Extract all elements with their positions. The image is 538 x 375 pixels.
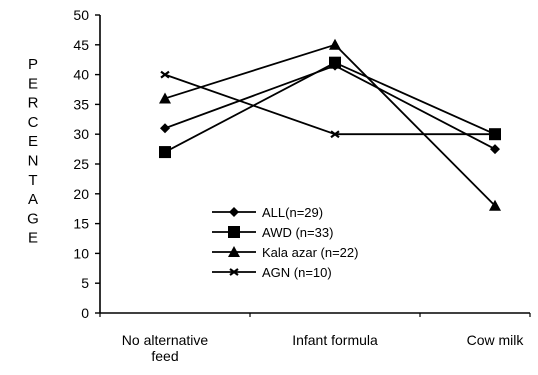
data-point-x <box>330 130 340 139</box>
y-tick-label: 25 <box>73 156 89 172</box>
series-group <box>159 38 501 211</box>
legend-label: ALL(n=29) <box>262 205 323 220</box>
series-line <box>164 61 496 153</box>
series-line <box>164 64 496 150</box>
y-tick-label: 40 <box>73 67 89 83</box>
data-point-triangle <box>159 92 171 104</box>
series-3 <box>159 38 501 211</box>
legend-entry: AGN (n=10) <box>212 265 332 280</box>
y-axis-label-letter: E <box>28 75 38 92</box>
y-axis-label-letter: C <box>28 114 39 131</box>
y-axis-label-letter: N <box>28 153 39 170</box>
y-tick-label: 45 <box>73 37 89 53</box>
y-tick-label: 15 <box>73 216 89 232</box>
data-point-x <box>160 70 170 79</box>
data-point-diamond <box>490 144 500 155</box>
legend-entry: AWD (n=33) <box>212 225 333 240</box>
y-axis-label-letter: G <box>27 210 39 227</box>
x-category-labels: No alternative feed Infant formula Cow milk <box>99 313 531 364</box>
y-tick-label: 35 <box>73 96 89 112</box>
x-category-label: No alternative feed <box>122 332 209 364</box>
x-category-label: Cow milk <box>467 332 525 348</box>
series-1 <box>160 60 500 155</box>
y-tick-label: 30 <box>73 126 89 142</box>
y-axis-label-letter: A <box>28 191 38 208</box>
data-point-triangle <box>228 246 240 257</box>
series-2 <box>159 56 501 159</box>
data-point-triangle <box>329 38 341 50</box>
y-axis-label-letter: P <box>28 56 38 73</box>
y-axis-label-letter: T <box>28 172 37 189</box>
data-point-diamond <box>160 123 170 134</box>
x-category-label: Infant formula <box>292 332 378 348</box>
data-point-square <box>329 56 341 69</box>
legend-entry: ALL(n=29) <box>212 205 323 220</box>
y-tick-label: 5 <box>81 275 89 291</box>
y-axis-label-letter: R <box>28 95 39 112</box>
legend-label: AGN (n=10) <box>262 265 332 280</box>
data-point-x <box>229 268 239 276</box>
data-point-square <box>159 146 171 159</box>
legend-label: Kala azar (n=22) <box>262 245 358 260</box>
data-point-triangle <box>489 199 501 211</box>
series-4 <box>160 70 500 139</box>
data-point-square <box>228 226 240 238</box>
legend-label: AWD (n=33) <box>262 225 333 240</box>
y-tick-label: 50 <box>73 7 89 23</box>
y-axis-label-letter: E <box>28 230 38 247</box>
y-axis-label-letter: E <box>28 133 38 150</box>
y-tick-label: 10 <box>73 245 89 261</box>
legend: ALL(n=29) AWD (n=33) Kala azar (n=22) AGN (… <box>212 205 358 280</box>
y-ticks: 0 5 10 15 20 25 30 35 40 45 50 <box>73 7 100 321</box>
y-tick-label: 0 <box>81 305 89 321</box>
data-point-diamond <box>229 207 239 217</box>
legend-entry: Kala azar (n=22) <box>212 245 358 260</box>
data-point-x <box>490 130 500 139</box>
y-tick-label: 20 <box>73 186 89 202</box>
